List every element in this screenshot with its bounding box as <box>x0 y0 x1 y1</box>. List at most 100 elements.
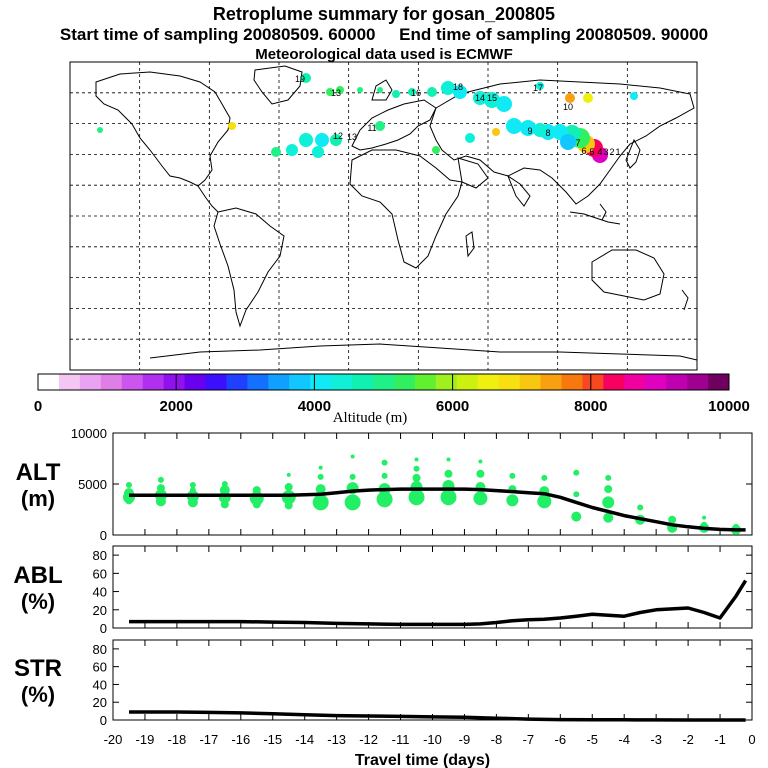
colorbar-tick-label: 8000 <box>574 398 607 415</box>
scatter-point <box>349 473 356 480</box>
plume-marker <box>301 73 311 83</box>
colorbar-cell <box>708 374 730 390</box>
colorbar-cell <box>38 374 60 390</box>
scatter-point <box>376 491 393 508</box>
x-tick-label: -4 <box>618 732 630 747</box>
y-tick-label: 5000 <box>78 477 107 492</box>
colorbar-cell <box>163 374 186 390</box>
scatter-point <box>637 504 644 511</box>
y-tick-label: 80 <box>93 548 107 563</box>
colorbar-tick-labels: 0 2000 4000 6000 8000 10000 <box>34 374 750 415</box>
colorbar-frame <box>37 373 730 391</box>
panel-alt: 0 5000 10000 ALT(m) <box>16 426 753 543</box>
colorbar-cell <box>498 374 521 390</box>
x-tick-label: -8 <box>491 732 503 747</box>
plume-day-label: 17 <box>533 83 543 93</box>
y-tick-label: 60 <box>93 566 107 581</box>
scatter-point <box>446 457 451 462</box>
plume-marker <box>427 87 437 97</box>
y-tick-label: 0 <box>100 528 107 543</box>
colorbar-cell <box>666 374 688 390</box>
colorbar-cell <box>477 374 500 390</box>
scatter-point <box>537 494 552 509</box>
x-tick-label: -19 <box>136 732 155 747</box>
y-tick-label: 20 <box>93 603 107 618</box>
plume-marker <box>228 122 236 130</box>
plume-day-label: 19 <box>295 74 305 84</box>
scatter-point <box>413 465 420 472</box>
colorbar-cell <box>624 374 646 390</box>
panel-label-unit: (m) <box>21 486 55 511</box>
coastlines <box>95 65 698 361</box>
plume-marker <box>315 133 329 147</box>
scatter-point <box>603 512 614 523</box>
scatter-point <box>219 485 230 496</box>
colorbar-cell <box>456 374 479 390</box>
plume-marker <box>630 92 638 100</box>
plume-day-label: 11 <box>367 123 376 133</box>
plume-marker <box>326 88 334 96</box>
plume-marker <box>330 134 342 146</box>
end-time-label: End time of sampling 20080509. 90000 <box>399 25 709 44</box>
scatter-point <box>124 496 133 505</box>
plume-marker <box>565 93 575 103</box>
plume-day-label: 5 <box>589 147 594 157</box>
colorbar-cell <box>331 374 353 390</box>
x-tick-label: -7 <box>523 732 535 747</box>
scatter-point <box>187 497 198 508</box>
x-tick-label: -14 <box>295 732 314 747</box>
scatter-point <box>602 496 615 509</box>
colorbar-cell <box>352 374 374 390</box>
scatter-point <box>440 489 457 506</box>
panel-frame <box>112 432 753 536</box>
plume-marker <box>506 118 522 134</box>
colorbar-cell <box>205 374 227 390</box>
altitude-colorbar: 0 2000 4000 6000 8000 10000 Altitude (m) <box>34 373 750 426</box>
scatter-point <box>410 481 423 494</box>
series-line-alt <box>129 487 746 532</box>
plume-marker <box>560 134 576 150</box>
scatter-point <box>381 472 388 479</box>
x-tick-label: -5 <box>586 732 598 747</box>
colorbar-cell <box>582 374 604 390</box>
scatter-point <box>414 457 419 462</box>
colorbar-cell <box>79 374 102 390</box>
colorbar-cell <box>414 374 437 390</box>
x-tick-label: -17 <box>199 732 218 747</box>
scatter-point <box>189 482 196 489</box>
scatter-point <box>318 465 323 470</box>
panel-label-unit: (%) <box>21 589 55 614</box>
scatter-point <box>408 489 425 506</box>
plume-day-label: 4 <box>597 147 602 157</box>
met-data-label: Meteorological data used is ECMWF <box>255 46 513 63</box>
panel-label-unit: (%) <box>21 682 55 707</box>
scatter-point <box>252 486 261 495</box>
colorbar-cells <box>38 374 730 390</box>
plume-marker <box>465 133 475 143</box>
colorbar-cell <box>100 374 123 390</box>
plume-day-label: 2 <box>609 147 614 157</box>
scatter-point <box>284 501 293 510</box>
x-tick-label: -2 <box>682 732 694 747</box>
panel-abl: 0 20 40 60 80 ABL(%) <box>13 545 753 636</box>
sampling-times: Start time of sampling 20080509. 60000 E… <box>0 25 768 45</box>
plume-marker <box>392 90 400 98</box>
colorbar-tick-label: 6000 <box>436 398 469 415</box>
plume-marker <box>484 92 500 108</box>
colorbar-tick-label: 2000 <box>160 398 193 415</box>
plume-day-label: 10 <box>563 102 573 112</box>
scatter-point <box>157 476 164 483</box>
scatter-point <box>317 473 324 480</box>
colorbar-cell <box>310 374 332 390</box>
colorbar-cell <box>687 374 709 390</box>
scatter-point <box>506 494 519 507</box>
plume-day-label: 1 <box>615 147 620 157</box>
scatter-point <box>125 482 132 489</box>
y-tick-label: 10000 <box>71 426 107 441</box>
colorbar-cell <box>268 374 290 390</box>
x-tick-label: -13 <box>327 732 346 747</box>
plume-day-label: 15 <box>487 93 497 103</box>
